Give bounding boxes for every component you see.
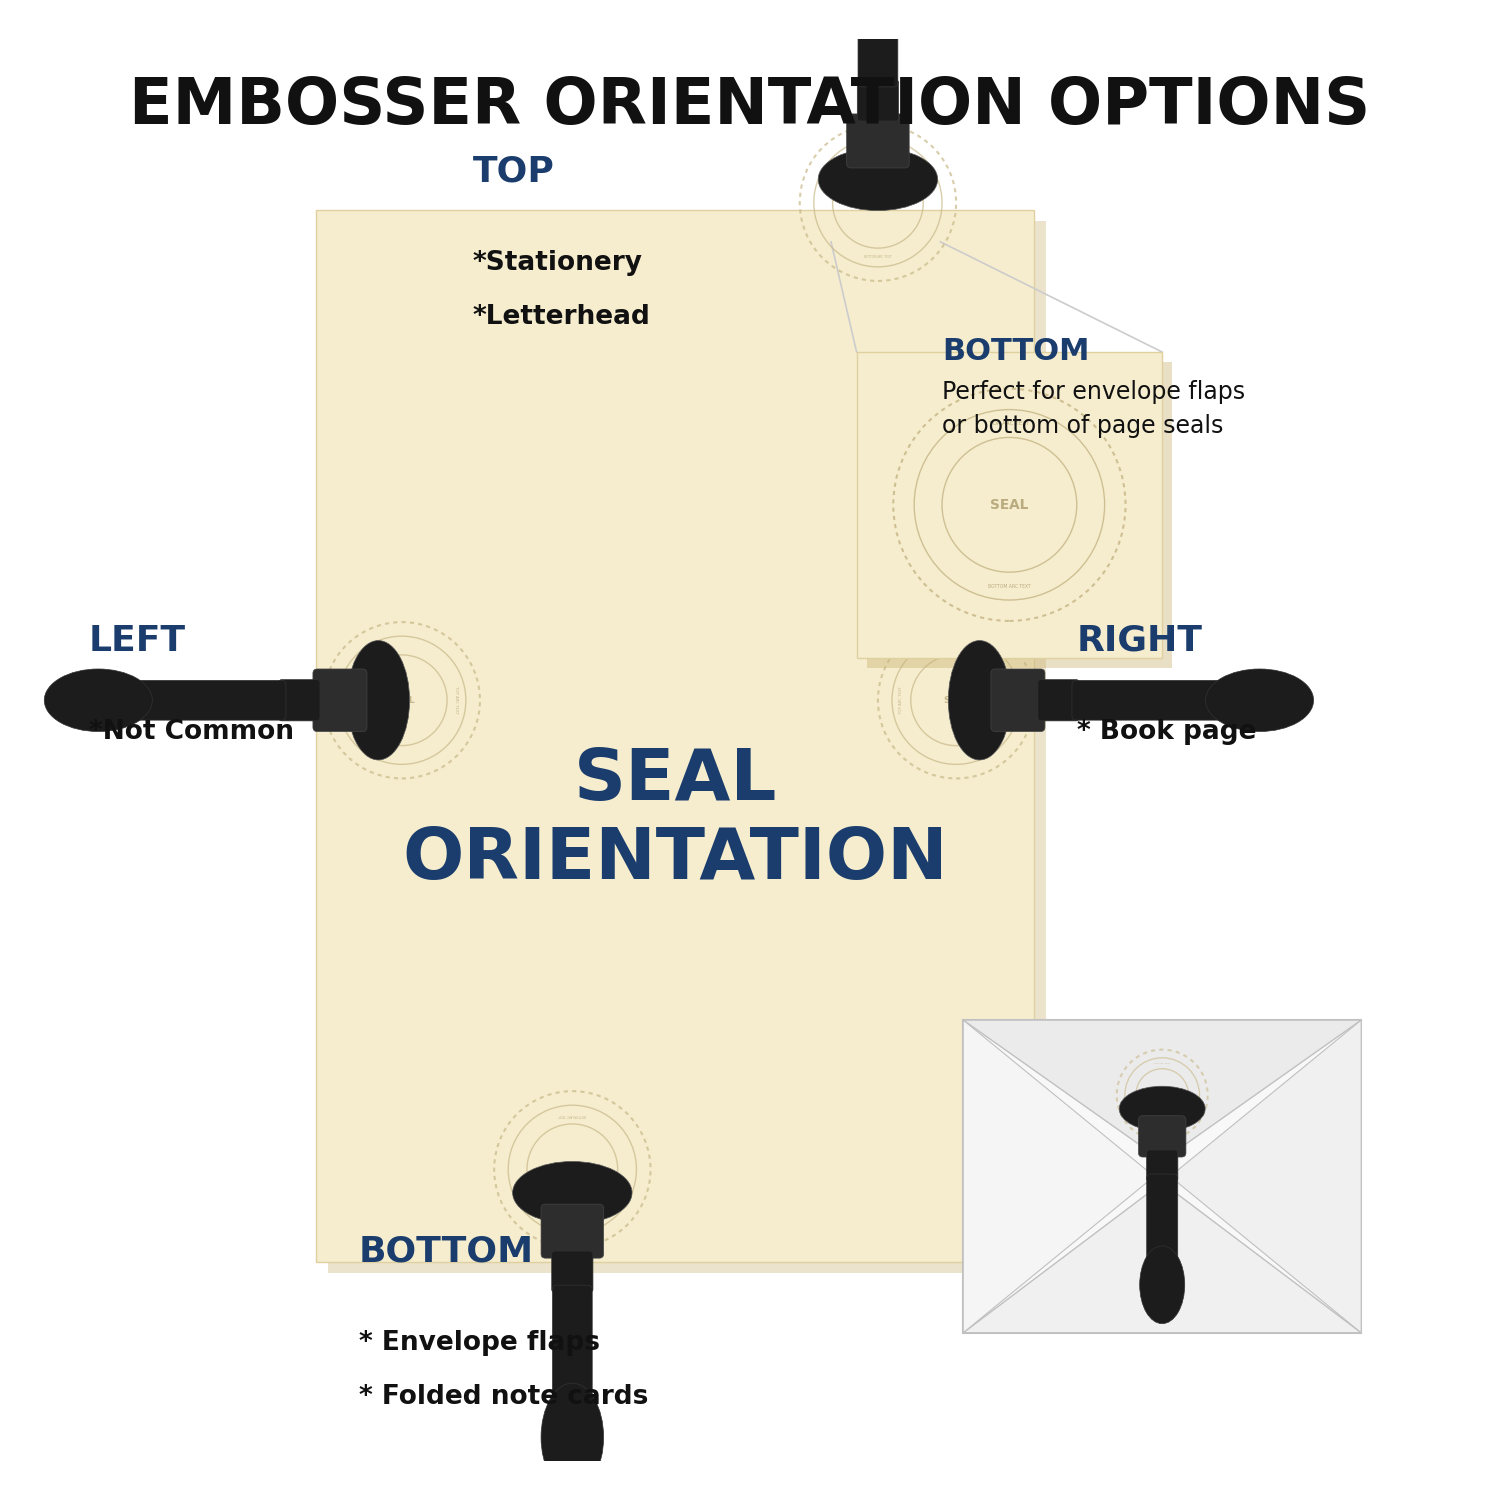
Text: BOTTOM: BOTTOM xyxy=(942,338,1089,366)
Ellipse shape xyxy=(45,669,153,732)
FancyBboxPatch shape xyxy=(1146,1174,1178,1269)
FancyBboxPatch shape xyxy=(992,669,1045,732)
Text: BOTTOM ARC TEXT: BOTTOM ARC TEXT xyxy=(345,687,350,714)
Text: * Book page: * Book page xyxy=(1077,718,1257,744)
Text: SEAL: SEAL xyxy=(1155,1092,1170,1098)
Text: *Stationery: *Stationery xyxy=(472,249,644,276)
FancyBboxPatch shape xyxy=(314,669,368,732)
Text: SEAL: SEAL xyxy=(944,696,969,705)
Text: SEAL: SEAL xyxy=(865,198,891,207)
Bar xyxy=(328,220,1046,1274)
Ellipse shape xyxy=(818,148,938,210)
FancyBboxPatch shape xyxy=(1138,1116,1186,1156)
FancyBboxPatch shape xyxy=(858,0,898,87)
FancyBboxPatch shape xyxy=(1072,681,1238,720)
Text: BOTTOM ARC TEXT: BOTTOM ARC TEXT xyxy=(864,255,892,260)
Polygon shape xyxy=(963,1020,1154,1334)
FancyBboxPatch shape xyxy=(122,681,286,720)
FancyBboxPatch shape xyxy=(858,80,898,122)
Text: TOP ARC TEXT: TOP ARC TEXT xyxy=(454,687,459,714)
Bar xyxy=(856,352,1162,657)
FancyBboxPatch shape xyxy=(552,1251,592,1293)
Ellipse shape xyxy=(542,1383,603,1491)
Text: BOTTOM: BOTTOM xyxy=(358,1234,534,1269)
Bar xyxy=(316,210,1035,1262)
Ellipse shape xyxy=(948,640,1011,760)
Text: Perfect for envelope flaps
or bottom of page seals: Perfect for envelope flaps or bottom of … xyxy=(942,381,1245,438)
Bar xyxy=(867,362,1172,668)
Text: * Envelope flaps: * Envelope flaps xyxy=(358,1330,600,1356)
FancyBboxPatch shape xyxy=(552,1286,592,1414)
Text: TOP ARC TEXT: TOP ARC TEXT xyxy=(988,422,1029,426)
Ellipse shape xyxy=(513,1161,632,1224)
Text: SEAL: SEAL xyxy=(560,1166,585,1174)
Polygon shape xyxy=(963,1182,1360,1334)
FancyBboxPatch shape xyxy=(1146,1150,1178,1180)
FancyBboxPatch shape xyxy=(1038,680,1078,722)
Text: BOTTOM ARC TEXT: BOTTOM ARC TEXT xyxy=(988,584,1030,588)
Text: SEAL: SEAL xyxy=(388,696,414,705)
Bar xyxy=(963,1020,1360,1334)
Ellipse shape xyxy=(346,640,410,760)
Text: TOP: TOP xyxy=(472,154,555,189)
Text: RIGHT: RIGHT xyxy=(1077,624,1203,657)
FancyBboxPatch shape xyxy=(846,114,909,168)
Ellipse shape xyxy=(1140,1246,1185,1323)
Text: TOP ARC TEXT: TOP ARC TEXT xyxy=(900,687,903,714)
Text: TOP ARC TEXT: TOP ARC TEXT xyxy=(558,1222,586,1226)
Ellipse shape xyxy=(1206,669,1314,732)
Ellipse shape xyxy=(1119,1086,1204,1131)
Text: TOP ARC TEXT: TOP ARC TEXT xyxy=(864,146,892,150)
FancyBboxPatch shape xyxy=(542,1204,603,1258)
Text: BOTTOM ARC TEXT: BOTTOM ARC TEXT xyxy=(558,1113,586,1116)
Text: * Folded note cards: * Folded note cards xyxy=(358,1384,648,1410)
Text: *Not Common: *Not Common xyxy=(88,718,294,744)
Text: *Letterhead: *Letterhead xyxy=(472,303,651,330)
Polygon shape xyxy=(1170,1020,1360,1334)
Text: BOTTOM ARC TEXT: BOTTOM ARC TEXT xyxy=(1010,687,1013,714)
FancyBboxPatch shape xyxy=(279,680,320,722)
Text: SEAL
ORIENTATION: SEAL ORIENTATION xyxy=(402,746,948,894)
Text: LEFT: LEFT xyxy=(88,624,186,657)
Text: EMBOSSER ORIENTATION OPTIONS: EMBOSSER ORIENTATION OPTIONS xyxy=(129,75,1371,136)
Text: SEAL: SEAL xyxy=(990,498,1029,512)
Polygon shape xyxy=(963,1020,1360,1161)
